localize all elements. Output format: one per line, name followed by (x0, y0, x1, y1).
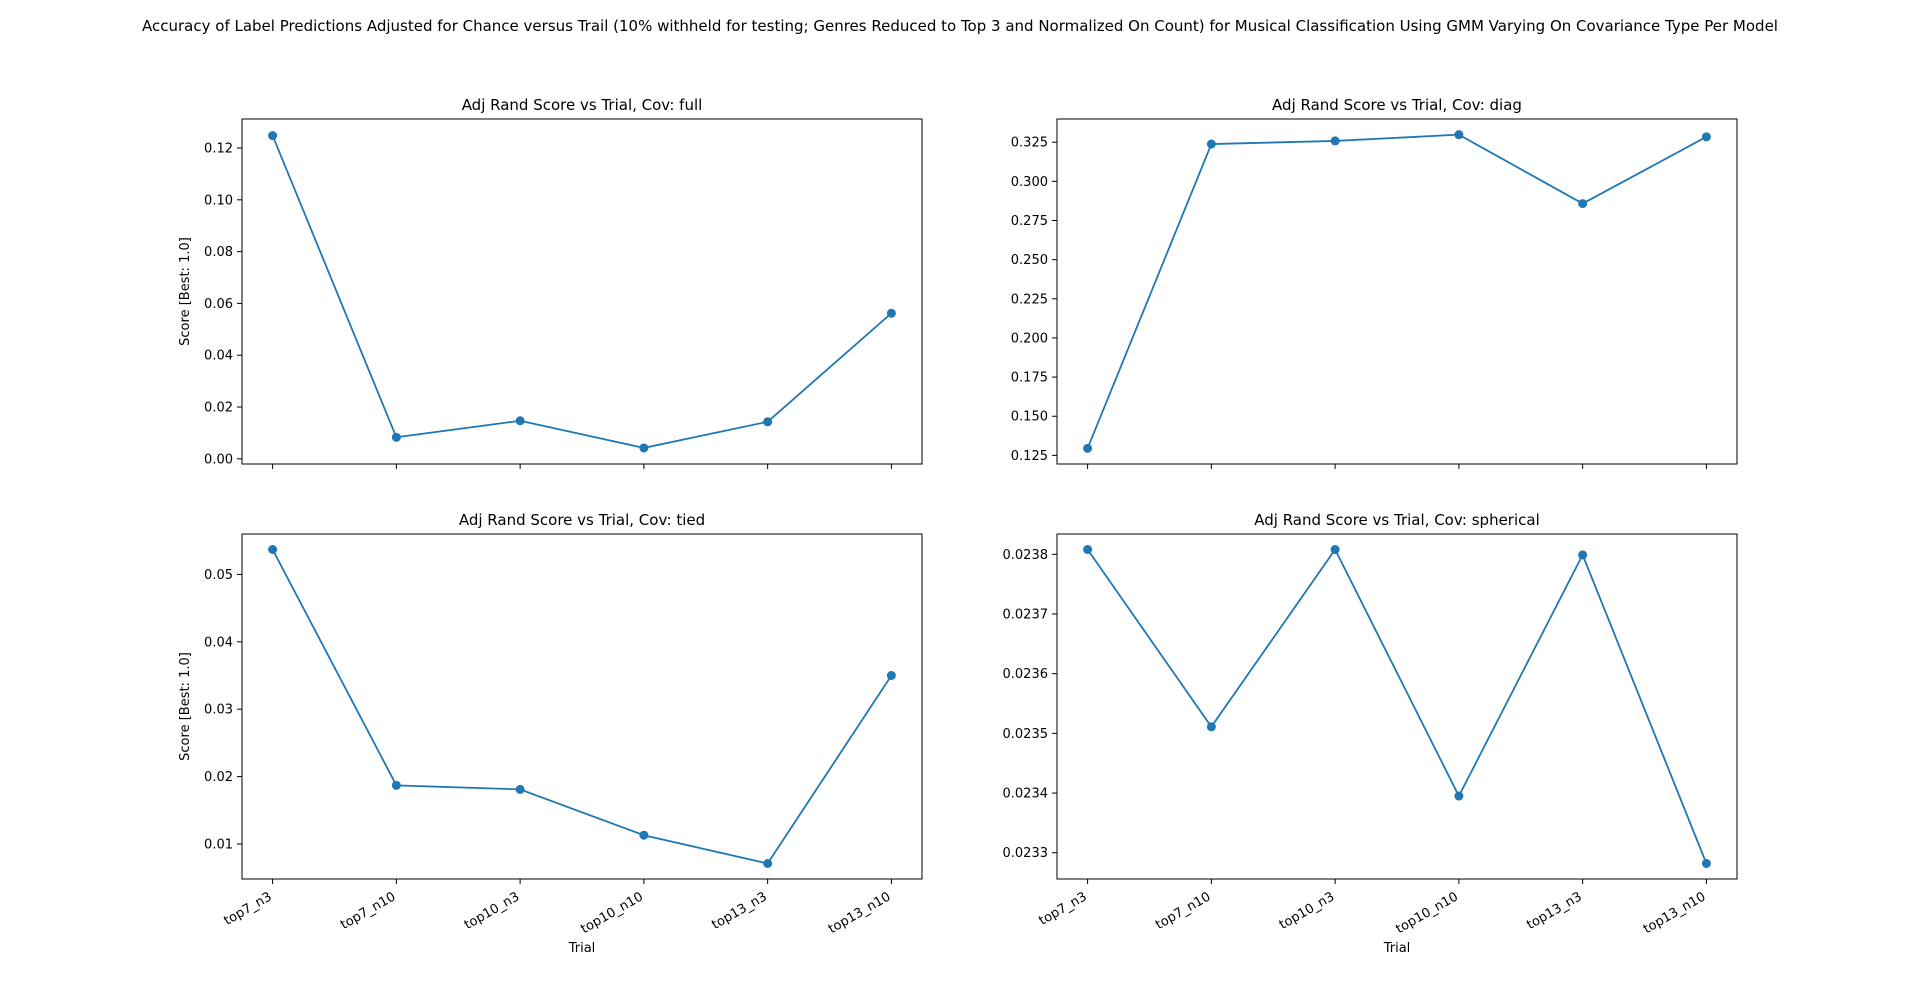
data-point (1330, 545, 1340, 555)
y-tick-label: 0.03 (204, 703, 233, 718)
subplot-3: Adj Rand Score vs Trial, Cov: tied 0.01 0.… (178, 511, 923, 956)
data-point (1454, 130, 1464, 140)
data-point (1330, 136, 1340, 146)
data-point (515, 416, 525, 426)
y-tick-label: 0.0235 (1003, 727, 1049, 742)
x-tick-label: top13_n3 (1524, 889, 1584, 932)
x-tick-label: top10_n3 (1277, 889, 1337, 932)
y-tick-label: 0.0238 (1003, 548, 1049, 563)
series-line (1086, 547, 1708, 864)
data-point (639, 830, 649, 840)
y-tick-label: 0.275 (1011, 214, 1048, 229)
x-tick-label: top10_n10 (1394, 889, 1461, 937)
y-tick-label: 0.200 (1011, 331, 1048, 346)
y-tick-label: 0.0233 (1003, 846, 1049, 861)
x-tick-label: top13_n3 (709, 889, 769, 932)
data-point (1578, 550, 1588, 560)
y-tick-label: 0.02 (204, 401, 233, 416)
subplot-title: Adj Rand Score vs Trial, Cov: tied (459, 511, 705, 529)
y-tick-label: 0.125 (1011, 449, 1048, 464)
data-point (1701, 858, 1711, 868)
x-tick-label: top13_n10 (826, 889, 893, 937)
axes-frame (241, 118, 923, 465)
x-tick-label: top13_n10 (1641, 889, 1708, 937)
y-tick-label: 0.00 (204, 452, 233, 467)
data-point (1701, 132, 1711, 142)
y-tick-label: 0.04 (204, 635, 233, 650)
x-tick-label: top10_n3 (462, 889, 522, 932)
data-point (639, 443, 649, 453)
series-line (271, 135, 892, 449)
y-tick-label: 0.06 (204, 297, 233, 312)
y-tick-label: 0.12 (204, 142, 233, 157)
series-line (271, 549, 893, 865)
data-point (1206, 139, 1216, 149)
y-tick-label: 0.0234 (1003, 787, 1049, 802)
data-point (268, 131, 278, 141)
x-axis-label: Trial (1383, 941, 1411, 956)
y-tick-label: 0.04 (204, 349, 233, 364)
data-point (763, 417, 773, 427)
data-point (1083, 443, 1093, 453)
data-point (1578, 199, 1588, 209)
x-axis-label: Trial (568, 941, 596, 956)
series-line (1086, 133, 1707, 449)
axes-frame (1056, 533, 1738, 880)
y-axis-label: Score [Best: 1.0] (178, 237, 193, 346)
y-axis-label: Score [Best: 1.0] (178, 652, 193, 761)
y-tick-label: 0.05 (204, 568, 233, 583)
data-point (391, 432, 401, 442)
x-tick-label: top10_n10 (579, 889, 646, 937)
subplot-1: Adj Rand Score vs Trial, Cov: full 0.00 0.… (178, 96, 923, 469)
y-tick-label: 0.150 (1011, 410, 1048, 425)
data-point (1083, 545, 1093, 555)
y-tick-label: 0.300 (1011, 175, 1048, 190)
y-tick-label: 0.08 (204, 245, 233, 260)
x-tick-label: top7_n10 (338, 889, 398, 932)
y-tick-label: 0.0236 (1003, 667, 1049, 682)
data-point (268, 544, 278, 554)
subplot-title: Adj Rand Score vs Trial, Cov: diag (1272, 96, 1522, 114)
subplot-4: Adj Rand Score vs Trial, Cov: spherical 0… (1003, 511, 1738, 956)
y-tick-label: 0.01 (204, 837, 233, 852)
data-point (391, 780, 401, 790)
figure-suptitle: Accuracy of Label Predictions Adjusted f… (142, 17, 1778, 35)
y-tick-label: 0.250 (1011, 253, 1048, 268)
subplot-title: Adj Rand Score vs Trial, Cov: full (462, 96, 703, 114)
data-point (1454, 791, 1464, 801)
data-point (1206, 722, 1216, 732)
y-tick-label: 0.0237 (1003, 607, 1049, 622)
data-point (763, 859, 773, 869)
axes-frame (1056, 118, 1738, 465)
axes-frame (241, 533, 923, 880)
data-point (886, 671, 896, 681)
data-point (515, 784, 525, 794)
x-tick-label: top7_n3 (1037, 889, 1090, 928)
subplot-title: Adj Rand Score vs Trial, Cov: spherical (1254, 511, 1540, 529)
y-tick-label: 0.02 (204, 770, 233, 785)
subplot-2: Adj Rand Score vs Trial, Cov: diag 0.125 0… (1011, 96, 1738, 469)
data-point (886, 308, 896, 318)
y-tick-label: 0.10 (204, 193, 233, 208)
x-tick-label: top7_n10 (1153, 889, 1213, 932)
y-tick-label: 0.175 (1011, 371, 1048, 386)
x-tick-label: top7_n3 (222, 889, 275, 928)
y-tick-label: 0.325 (1011, 136, 1048, 151)
y-tick-label: 0.225 (1011, 292, 1048, 307)
